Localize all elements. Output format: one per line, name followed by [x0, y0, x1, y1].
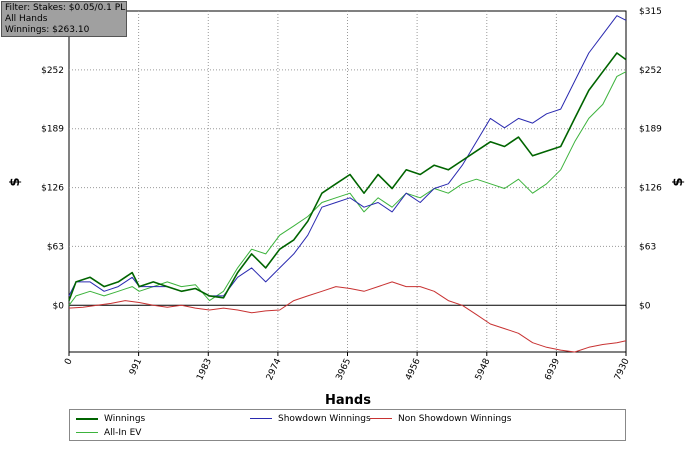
legend-item-non-showdown: Non Showdown Winnings [370, 412, 511, 426]
y-tick-label-left: $126 [41, 184, 64, 194]
x-tick-label: 4956 [404, 357, 423, 382]
legend-item-all-in-ev: All-In EV [76, 426, 141, 440]
legend-swatch-non-showdown [370, 418, 392, 419]
x-tick-label: 5948 [474, 357, 493, 382]
y-tick-label-left: $0 [53, 301, 65, 311]
x-tick-label: 2974 [265, 357, 284, 382]
series-line-showdown-winnings [68, 15, 627, 297]
x-tick-label: 1983 [195, 357, 214, 382]
y-axis-label-right: $ [671, 177, 686, 186]
legend-item-showdown: Showdown Winnings [250, 412, 371, 426]
x-tick-label: 0 [63, 357, 75, 367]
legend-label-all-in-ev: All-In EV [104, 428, 142, 438]
legend: Winnings Showdown Winnings Non Showdown … [69, 409, 626, 441]
y-tick-label-right: $63 [639, 242, 656, 252]
x-tick-label: 7930 [613, 357, 632, 382]
y-tick-label-right: $0 [639, 301, 651, 311]
y-tick-label-left: $189 [41, 125, 64, 135]
series-line-winnings [68, 52, 627, 301]
series-line-all-in-ev [68, 71, 627, 306]
grid-lines [69, 11, 626, 352]
y-tick-label-right: $189 [639, 125, 662, 135]
legend-label-showdown: Showdown Winnings [278, 414, 371, 424]
x-tick-label: 6939 [543, 357, 562, 382]
series-line-non-showdown-winnings [68, 281, 627, 353]
y-axis-label-left: $ [8, 177, 23, 186]
legend-label-non-showdown: Non Showdown Winnings [398, 414, 512, 424]
filter-hands-text: All Hands [5, 14, 48, 24]
legend-label-winnings: Winnings [104, 414, 146, 424]
legend-swatch-all-in-ev [76, 432, 98, 433]
y-tick-label-right: $252 [639, 66, 662, 76]
y-tick-label-left: $63 [47, 242, 64, 252]
filter-info-panel: Filter: Stakes: $0.05/0.1 PL All Hands W… [1, 1, 127, 37]
legend-swatch-winnings [76, 417, 98, 420]
legend-swatch-showdown [250, 418, 272, 419]
x-tick-label: 3965 [334, 357, 353, 382]
y-tick-label-right: $126 [639, 184, 662, 194]
legend-item-winnings: Winnings [76, 412, 145, 426]
filter-winnings-text: Winnings: $263.10 [5, 25, 90, 35]
series-lines [68, 15, 627, 353]
y-tick-label-right: $315 [639, 7, 662, 17]
y-tick-label-left: $252 [41, 66, 64, 76]
plot-area [68, 10, 627, 353]
filter-stakes-text: Filter: Stakes: $0.05/0.1 PL [5, 3, 126, 13]
x-tick-label: 991 [128, 357, 144, 377]
x-axis-label: Hands [325, 393, 371, 408]
